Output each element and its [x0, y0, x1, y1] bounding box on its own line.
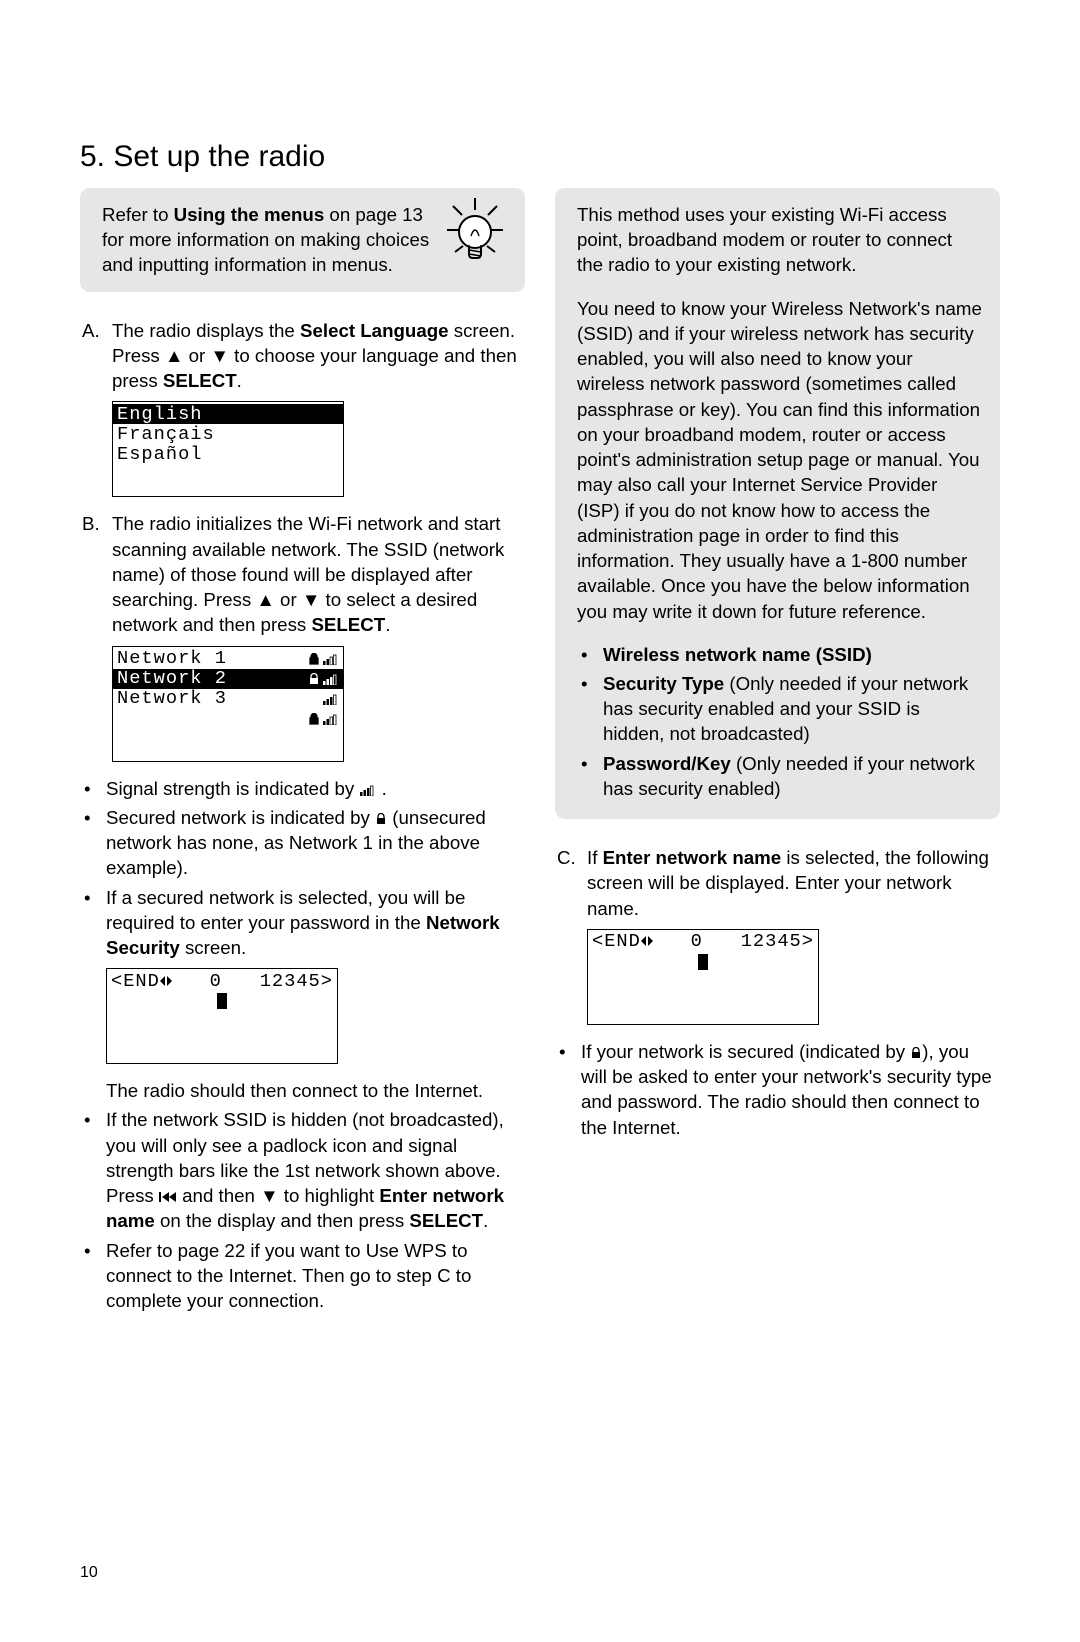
step-b: The radio initializes the Wi-Fi network …: [80, 511, 525, 1313]
lcd-row: <END 0 12345>: [111, 971, 333, 991]
lcd-row: [117, 709, 339, 729]
lcd-row: [592, 952, 814, 972]
info-p1: This method uses your existing Wi-Fi acc…: [577, 202, 982, 278]
lock-icon: [375, 813, 387, 825]
info-password: Password/Key (Only needed if your networ…: [577, 751, 982, 801]
lcd-row: <END 0 12345>: [592, 932, 814, 952]
bullet-secured: Secured network is indicated by (unsecur…: [80, 805, 525, 881]
signal-icon: [360, 784, 376, 796]
left-column: Refer to Using the menus on page 13 for …: [80, 188, 525, 1323]
lock-icon: [910, 1047, 922, 1059]
lock-icon: [308, 653, 320, 665]
signal-icon: [323, 653, 339, 665]
lock-icon: [308, 713, 320, 725]
info-box: This method uses your existing Wi-Fi acc…: [555, 188, 1000, 819]
info-p2: You need to know your Wireless Network's…: [577, 296, 982, 624]
bullet-password: If a secured network is selected, you wi…: [80, 885, 525, 1104]
tip-box: Refer to Using the menus on page 13 for …: [80, 188, 525, 292]
lcd-row: Network 3: [117, 689, 339, 709]
lr-arrows-icon: [160, 975, 172, 987]
lcd-networks: Network 1 Network 2: [112, 646, 344, 762]
bullet-hidden: If the network SSID is hidden (not broad…: [80, 1107, 525, 1233]
tip-text: Refer to Using the menus on page 13 for …: [102, 202, 433, 278]
info-security: Security Type (Only needed if your netwo…: [577, 671, 982, 747]
lcd-language: English Français Español: [112, 401, 344, 497]
lightbulb-icon: [443, 196, 507, 274]
lr-arrows-icon: [641, 935, 653, 947]
lcd-row: Español: [117, 444, 339, 464]
prev-track-icon: [159, 1191, 177, 1203]
page-number: 10: [80, 1564, 98, 1582]
signal-icon: [323, 693, 339, 705]
lock-icon: [308, 673, 320, 685]
bullet-signal: Signal strength is indicated by .: [80, 776, 525, 801]
right-column: This method uses your existing Wi-Fi acc…: [555, 188, 1000, 1323]
bullet-secured-c: If your network is secured (indicated by…: [555, 1039, 1000, 1140]
info-ssid: Wireless network name (SSID): [577, 642, 982, 667]
cursor-icon: [217, 993, 227, 1009]
signal-icon: [323, 673, 339, 685]
connect-note: The radio should then connect to the Int…: [106, 1078, 525, 1103]
page-title: 5. Set up the radio: [80, 140, 1000, 174]
step-c: If Enter network name is selected, the f…: [555, 845, 1000, 1140]
lcd-entry: <END 0 12345>: [106, 968, 338, 1064]
step-a: The radio displays the Select Language s…: [80, 318, 525, 498]
signal-icon: [323, 713, 339, 725]
lcd-row: [111, 991, 333, 1011]
lcd-entry-c: <END 0 12345>: [587, 929, 819, 1025]
cursor-icon: [698, 954, 708, 970]
bullet-wps: Refer to page 22 if you want to Use WPS …: [80, 1238, 525, 1314]
